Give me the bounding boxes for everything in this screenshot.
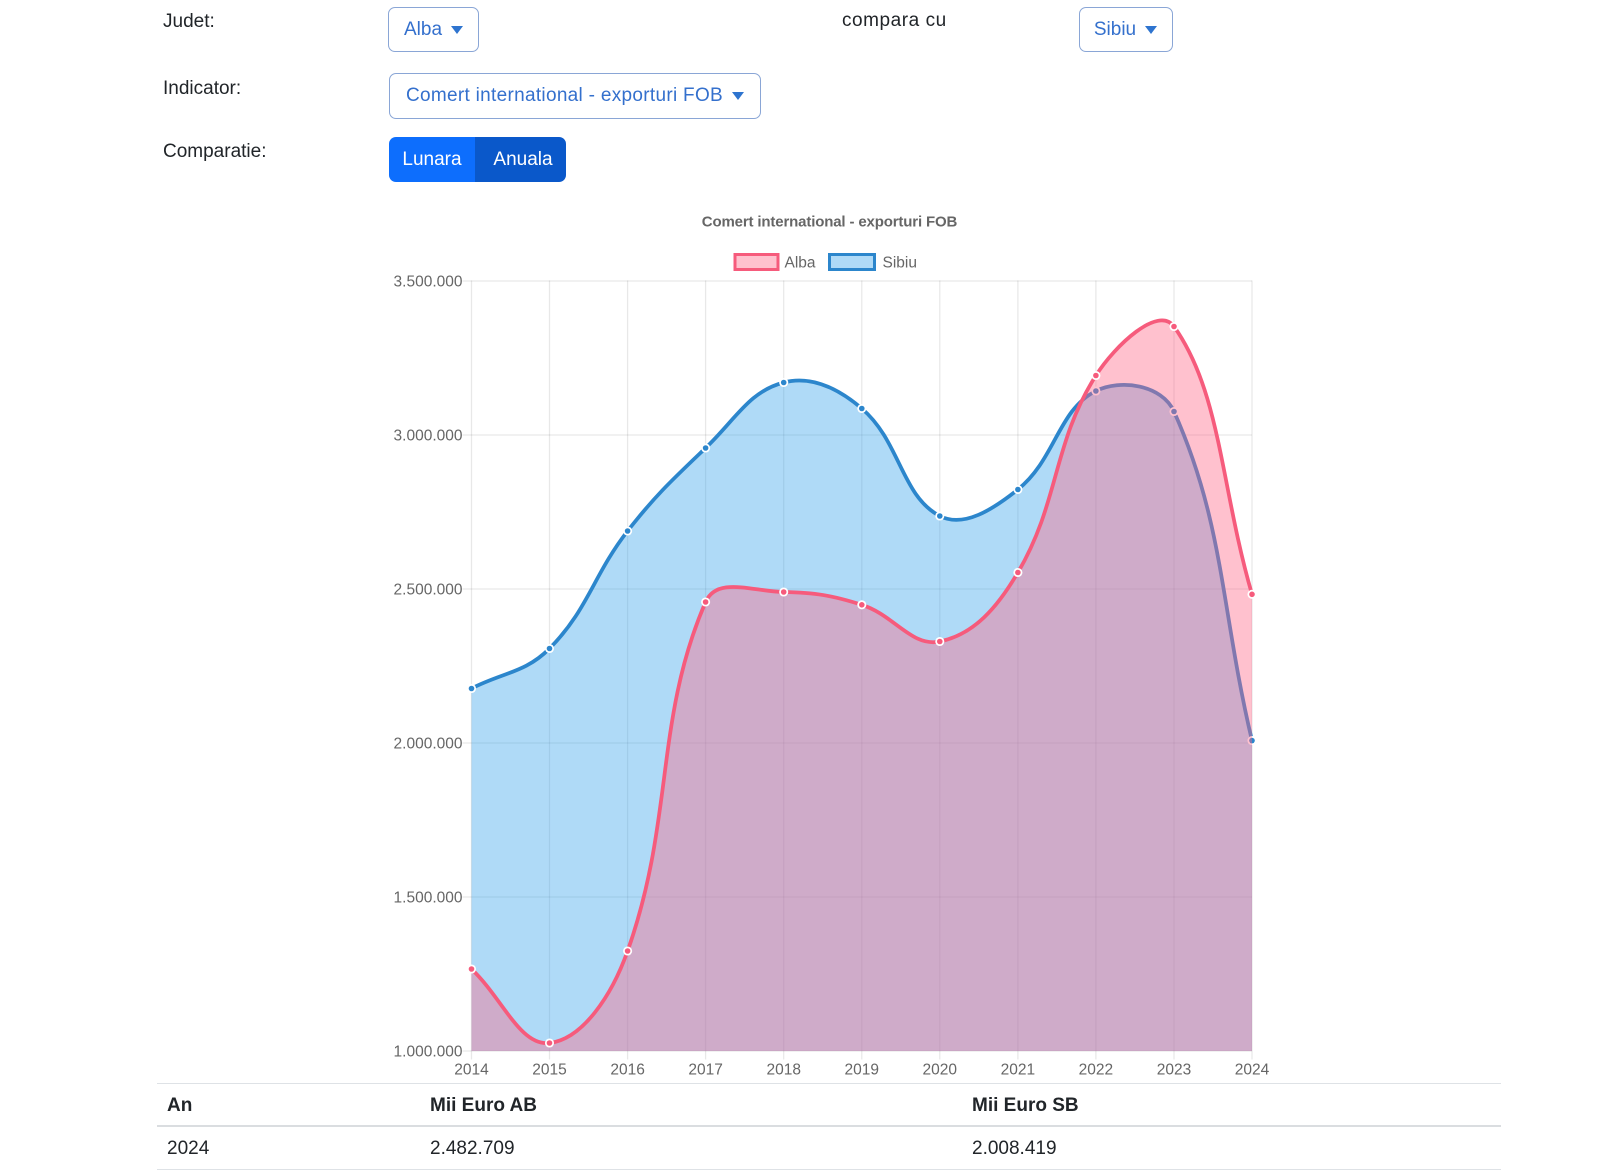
svg-text:2021: 2021 — [1001, 1062, 1035, 1079]
svg-text:2024: 2024 — [1235, 1062, 1270, 1079]
svg-text:Alba: Alba — [785, 255, 816, 272]
svg-text:2018: 2018 — [766, 1062, 800, 1079]
svg-text:2015: 2015 — [532, 1062, 566, 1079]
svg-text:Comert international - exportu: Comert international - exporturi FOB — [702, 214, 958, 231]
svg-text:2.000.000: 2.000.000 — [394, 735, 463, 752]
svg-text:1.500.000: 1.500.000 — [394, 889, 463, 906]
svg-text:2017: 2017 — [688, 1062, 722, 1079]
svg-text:2022: 2022 — [1079, 1062, 1113, 1079]
svg-text:2023: 2023 — [1157, 1062, 1191, 1079]
svg-text:3.500.000: 3.500.000 — [394, 273, 463, 290]
svg-text:1.000.000: 1.000.000 — [394, 1043, 463, 1060]
svg-text:Sibiu: Sibiu — [883, 255, 917, 272]
svg-text:2019: 2019 — [845, 1062, 879, 1079]
svg-text:2020: 2020 — [923, 1062, 958, 1079]
svg-text:2016: 2016 — [610, 1062, 644, 1079]
svg-text:2014: 2014 — [454, 1062, 489, 1079]
svg-text:3.000.000: 3.000.000 — [394, 427, 463, 444]
svg-text:2.500.000: 2.500.000 — [394, 581, 463, 598]
